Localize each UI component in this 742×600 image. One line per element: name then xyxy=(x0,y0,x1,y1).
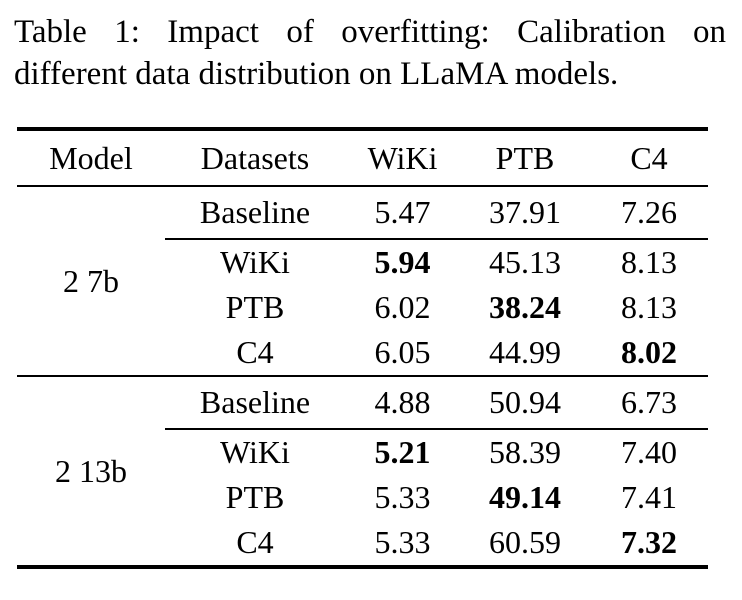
cell-wiki-value: 4.88 xyxy=(345,376,460,431)
cell-ptb-value: 58.39 xyxy=(489,434,561,471)
cell-c4-value: 7.26 xyxy=(590,186,708,241)
table-row: 2 7b Baseline 5.47 37.91 7.26 xyxy=(17,186,708,378)
cell-dataset: C4 xyxy=(165,330,345,378)
cell-dataset: PTB xyxy=(225,289,285,326)
model-label-2-13b: 2 13b xyxy=(17,376,165,570)
cell-dataset: Baseline xyxy=(165,186,345,241)
model-label-2-7b: 2 7b xyxy=(17,186,165,378)
cell-ptb-value: 38.24 xyxy=(489,289,561,326)
table-row: C4 6.05 44.99 8.02 xyxy=(17,330,708,378)
cell-ptb-value: 49.14 xyxy=(489,479,561,516)
cell-dataset: WiKi xyxy=(220,244,290,281)
cell-c4-value: 7.41 xyxy=(621,479,677,516)
cell-c4-value: 7.32 xyxy=(590,520,708,570)
header-wiki: WiKi xyxy=(345,127,460,188)
cell-wiki-value: 5.47 xyxy=(345,186,460,241)
cell-wiki-value: 5.33 xyxy=(345,520,460,570)
cell-dataset: PTB xyxy=(225,479,285,516)
cell-wiki-value: 6.02 xyxy=(374,289,431,326)
cell-dataset: Baseline xyxy=(165,376,345,431)
group-2-7b: 2 7b Baseline 5.47 37.91 7.26 WiKi 5.94 … xyxy=(17,186,708,378)
cell-c4-value: 8.13 xyxy=(621,244,677,281)
cell-c4-value: 7.40 xyxy=(621,434,677,471)
cell-dataset: WiKi xyxy=(220,434,290,471)
cell-ptb-value: 45.13 xyxy=(489,244,561,281)
cell-ptb-value: 37.91 xyxy=(460,186,590,241)
caption-line-1: Table 1: Impact of overfitting: Calibrat… xyxy=(14,14,726,50)
header-model: Model xyxy=(17,127,165,188)
paper-figure: Table 1: Impact of overfitting: Calibrat… xyxy=(0,12,742,600)
header-c4: C4 xyxy=(590,127,708,188)
group-2-13b: 2 13b Baseline 4.88 50.94 6.73 WiKi 5.21… xyxy=(17,376,708,570)
table-row: 2 13b Baseline 4.88 50.94 6.73 xyxy=(17,376,708,570)
header-ptb: PTB xyxy=(460,127,590,188)
cell-wiki-value: 5.33 xyxy=(374,479,431,516)
cell-wiki-value: 5.94 xyxy=(374,244,431,281)
cell-ptb-value: 60.59 xyxy=(460,520,590,570)
header-datasets: Datasets xyxy=(165,127,345,188)
cell-c4-value: 8.13 xyxy=(621,289,677,326)
table-row: PTB 6.02 38.24 8.13 xyxy=(17,285,708,330)
cell-ptb-value: 50.94 xyxy=(460,376,590,431)
cell-wiki-value: 6.05 xyxy=(345,330,460,378)
header-row: Model Datasets WiKi PTB C4 xyxy=(17,127,708,188)
results-table: Model Datasets WiKi PTB C4 2 7b Baseline… xyxy=(17,127,708,570)
cell-c4-value: 6.73 xyxy=(590,376,708,431)
cell-wiki-value: 5.21 xyxy=(374,434,431,471)
table-caption: Table 1: Impact of overfitting: Calibrat… xyxy=(14,12,726,95)
cell-dataset: C4 xyxy=(165,520,345,570)
caption-line-2: different data distribution on LLaMA mod… xyxy=(14,55,619,92)
table-row: WiKi 5.21 58.39 7.40 xyxy=(17,429,708,475)
table-row: WiKi 5.94 45.13 8.13 xyxy=(17,239,708,285)
table-row: PTB 5.33 49.14 7.41 xyxy=(17,475,708,520)
table-row: C4 5.33 60.59 7.32 xyxy=(17,520,708,570)
cell-c4-value: 8.02 xyxy=(590,330,708,378)
cell-ptb-value: 44.99 xyxy=(460,330,590,378)
